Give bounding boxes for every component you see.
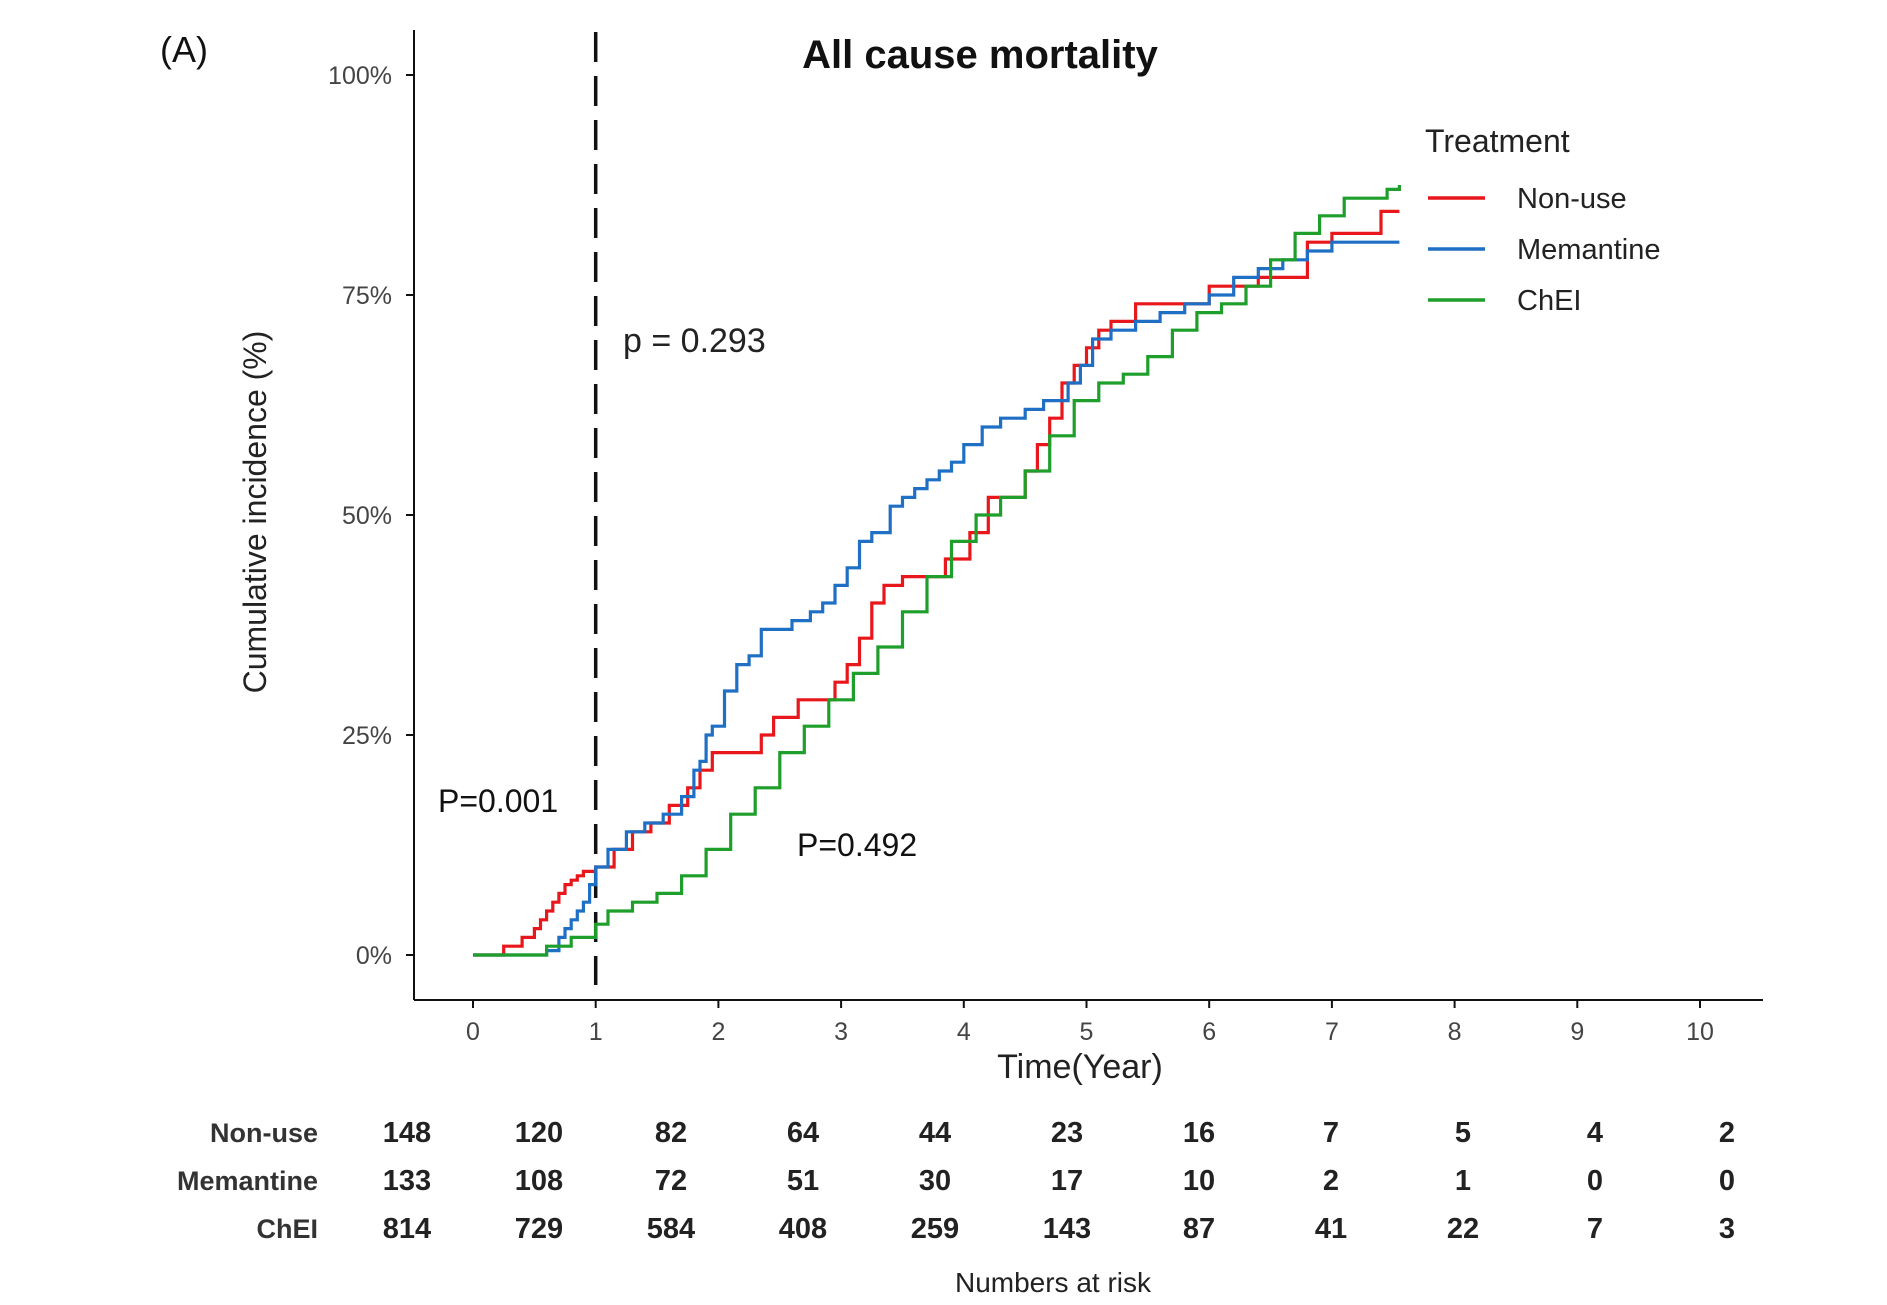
- risk-value-chei: 87: [1183, 1213, 1215, 1245]
- risk-value-chei: 3: [1719, 1213, 1735, 1245]
- risk-value-memantine: 0: [1587, 1165, 1603, 1197]
- risk-value-memantine: 108: [515, 1165, 563, 1197]
- y-tick-label: 75%: [342, 282, 392, 310]
- x-tick-label: 4: [957, 1018, 971, 1046]
- chart-title: All cause mortality: [802, 33, 1158, 77]
- chart-marks: 0%25%50%75%100%0 1 2 3 4 5 6 7 8 9 10Non-useMemant…: [177, 30, 1763, 1245]
- risk-value-memantine: 17: [1051, 1165, 1083, 1197]
- x-tick-label: 1: [589, 1018, 603, 1046]
- x-tick-label: 7: [1325, 1018, 1339, 1046]
- early-p-annotation: P=0.001: [438, 783, 558, 819]
- x-tick-label: 9: [1570, 1018, 1584, 1046]
- series-line-non-use: [473, 209, 1400, 957]
- risk-value-chei: 143: [1043, 1213, 1091, 1245]
- risk-value-non-use: 16: [1183, 1117, 1215, 1149]
- risk-value-memantine: 72: [655, 1165, 687, 1197]
- risk-table-caption: Numbers at risk: [955, 1267, 1152, 1298]
- risk-value-memantine: 0: [1719, 1165, 1735, 1197]
- overall-p-annotation: p = 0.293: [623, 322, 766, 360]
- legend-label-non-use: Non-use: [1517, 183, 1627, 215]
- risk-value-non-use: 44: [919, 1117, 951, 1149]
- risk-value-memantine: 133: [383, 1165, 431, 1197]
- x-tick-label: 3: [834, 1018, 848, 1046]
- risk-value-chei: 729: [515, 1213, 563, 1245]
- risk-value-chei: 22: [1447, 1213, 1479, 1245]
- risk-value-memantine: 10: [1183, 1165, 1215, 1197]
- x-tick-label: 0: [466, 1018, 480, 1046]
- risk-row-label-memantine: Memantine: [177, 1166, 318, 1196]
- x-axis-label: Time(Year): [997, 1048, 1163, 1086]
- risk-value-chei: 814: [383, 1213, 431, 1245]
- x-tick-label: 8: [1448, 1018, 1462, 1046]
- x-tick-label: 2: [711, 1018, 725, 1046]
- risk-value-non-use: 7: [1323, 1117, 1339, 1149]
- x-tick-label: 6: [1202, 1018, 1216, 1046]
- late-p-annotation: P=0.492: [797, 827, 917, 863]
- y-axis-label: Cumulative incidence (%): [237, 331, 273, 694]
- risk-row-label-chei: ChEI: [256, 1214, 318, 1244]
- legend-label-chei: ChEI: [1517, 285, 1581, 317]
- legend-label-memantine: Memantine: [1517, 234, 1660, 266]
- y-tick-label: 100%: [328, 62, 392, 90]
- risk-value-chei: 41: [1315, 1213, 1347, 1245]
- risk-value-non-use: 5: [1455, 1117, 1471, 1149]
- x-tick-label: 10: [1686, 1018, 1714, 1046]
- risk-value-non-use: 23: [1051, 1117, 1083, 1149]
- y-tick-label: 25%: [342, 722, 392, 750]
- risk-value-chei: 408: [779, 1213, 827, 1245]
- risk-value-memantine: 2: [1323, 1165, 1339, 1197]
- risk-row-label-non-use: Non-use: [210, 1118, 318, 1148]
- risk-value-non-use: 4: [1587, 1117, 1603, 1149]
- risk-value-memantine: 1: [1455, 1165, 1471, 1197]
- series-line-chei: [473, 185, 1401, 957]
- legend-title: Treatment: [1425, 123, 1570, 159]
- risk-value-chei: 584: [647, 1213, 695, 1245]
- series-line-memantine: [473, 240, 1400, 957]
- y-tick-label: 0%: [356, 942, 392, 970]
- risk-value-non-use: 148: [383, 1117, 431, 1149]
- y-tick-label: 50%: [342, 502, 392, 530]
- risk-value-memantine: 51: [787, 1165, 819, 1197]
- risk-value-chei: 259: [911, 1213, 959, 1245]
- risk-value-non-use: 82: [655, 1117, 687, 1149]
- risk-value-memantine: 30: [919, 1165, 951, 1197]
- risk-value-chei: 7: [1587, 1213, 1603, 1245]
- x-tick-label: 5: [1080, 1018, 1094, 1046]
- risk-value-non-use: 120: [515, 1117, 563, 1149]
- panel-label: (A): [160, 29, 208, 70]
- risk-value-non-use: 64: [787, 1117, 819, 1149]
- risk-value-non-use: 2: [1719, 1117, 1735, 1149]
